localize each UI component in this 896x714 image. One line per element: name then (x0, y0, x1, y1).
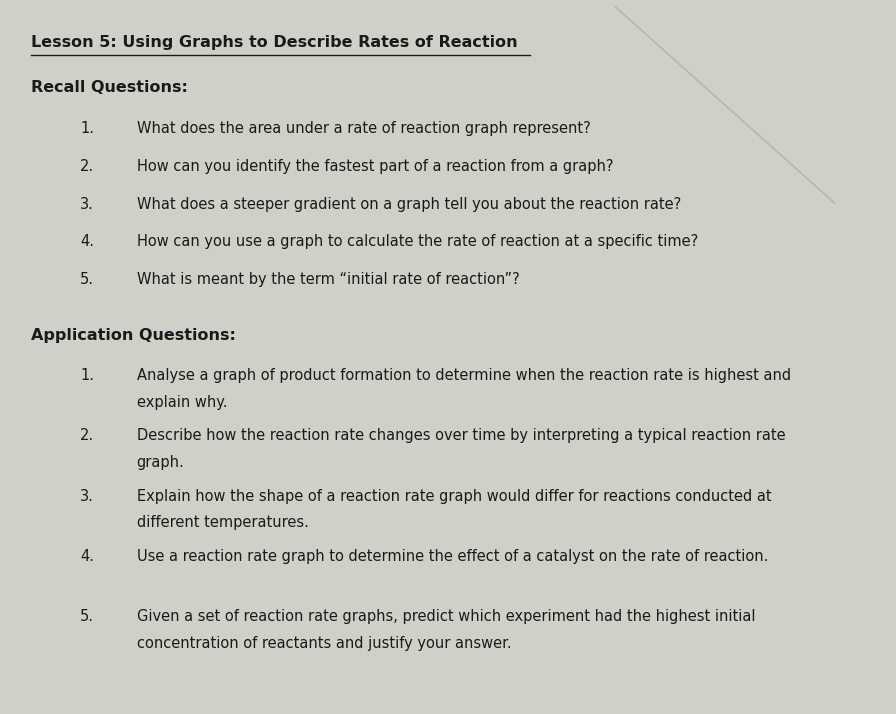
Text: 1.: 1. (80, 121, 94, 136)
Text: Application Questions:: Application Questions: (31, 328, 237, 343)
Text: 4.: 4. (80, 234, 94, 249)
Text: different temperatures.: different temperatures. (137, 516, 308, 531)
Text: Given a set of reaction rate graphs, predict which experiment had the highest in: Given a set of reaction rate graphs, pre… (137, 609, 755, 624)
Text: Lesson 5: Using Graphs to Describe Rates of Reaction: Lesson 5: Using Graphs to Describe Rates… (31, 35, 518, 50)
Text: How can you use a graph to calculate the rate of reaction at a specific time?: How can you use a graph to calculate the… (137, 234, 698, 249)
Text: 1.: 1. (80, 368, 94, 383)
Text: Use a reaction rate graph to determine the effect of a catalyst on the rate of r: Use a reaction rate graph to determine t… (137, 549, 768, 564)
Text: graph.: graph. (137, 455, 185, 470)
Text: 5.: 5. (80, 609, 94, 624)
Text: How can you identify the fastest part of a reaction from a graph?: How can you identify the fastest part of… (137, 159, 613, 174)
Text: Analyse a graph of product formation to determine when the reaction rate is high: Analyse a graph of product formation to … (137, 368, 791, 383)
Text: concentration of reactants and justify your answer.: concentration of reactants and justify y… (137, 635, 512, 650)
Text: Describe how the reaction rate changes over time by interpreting a typical react: Describe how the reaction rate changes o… (137, 428, 786, 443)
Text: 4.: 4. (80, 549, 94, 564)
Text: What does the area under a rate of reaction graph represent?: What does the area under a rate of react… (137, 121, 590, 136)
Text: 3.: 3. (80, 488, 94, 503)
Text: 2.: 2. (80, 428, 94, 443)
Text: Recall Questions:: Recall Questions: (31, 81, 188, 96)
Text: Explain how the shape of a reaction rate graph would differ for reactions conduc: Explain how the shape of a reaction rate… (137, 488, 771, 503)
Text: 2.: 2. (80, 159, 94, 174)
Text: What is meant by the term “initial rate of reaction”?: What is meant by the term “initial rate … (137, 272, 520, 287)
Text: What does a steeper gradient on a graph tell you about the reaction rate?: What does a steeper gradient on a graph … (137, 196, 681, 211)
Text: 3.: 3. (80, 196, 94, 211)
Text: 5.: 5. (80, 272, 94, 287)
Text: explain why.: explain why. (137, 395, 228, 410)
